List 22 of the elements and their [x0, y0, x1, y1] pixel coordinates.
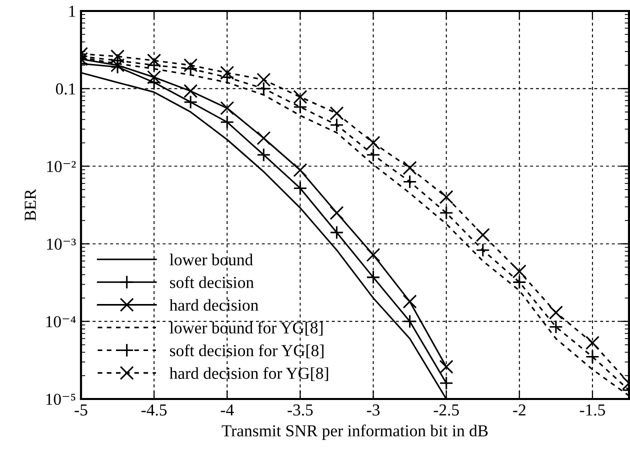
x-axis-title: Transmit SNR per information bit in dB — [222, 424, 488, 440]
x-tick-label: -2 — [513, 404, 526, 416]
y-tick-label: 10⁻⁵ — [46, 394, 76, 405]
legend-label: hard decision — [169, 299, 258, 311]
legend-label: lower bound for YG[8] — [170, 322, 323, 336]
y-tick-label: 10⁻⁴ — [46, 316, 76, 328]
y-tick-label: 10⁻³ — [47, 238, 76, 250]
x-tick-label: -5 — [74, 404, 88, 416]
y-axis-title: BER — [24, 188, 36, 221]
x-tick-label: -3 — [366, 404, 380, 416]
legend-label: hard decision for YG[8] — [169, 367, 328, 382]
x-tick-label: -4 — [220, 404, 234, 416]
x-tick-label: -2.5 — [434, 404, 459, 416]
y-tick-label: 0.1 — [56, 83, 76, 95]
x-tick-label: -4.5 — [141, 404, 167, 416]
x-tick-label: -3.5 — [288, 404, 313, 416]
legend-label: soft decision — [170, 276, 254, 288]
legend-label: soft decision for YG[8] — [170, 344, 324, 358]
x-tick-label: -1.5 — [580, 404, 606, 416]
y-tick-label: 1 — [69, 6, 76, 17]
legend-label: lower bound — [170, 254, 253, 266]
y-tick-label: 10⁻² — [47, 160, 76, 172]
